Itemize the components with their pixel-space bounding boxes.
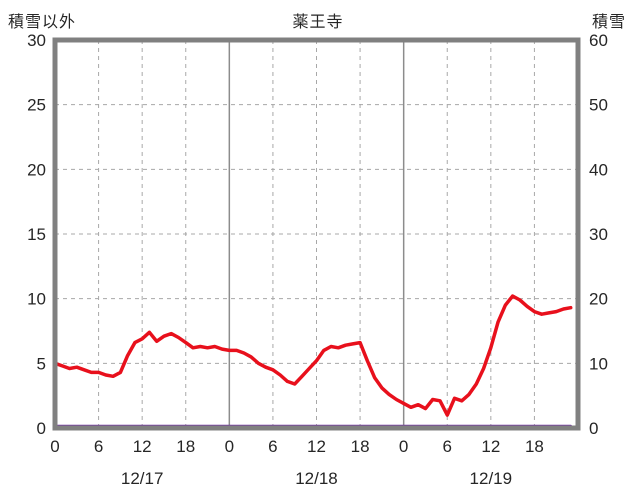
- svg-text:0: 0: [37, 419, 46, 438]
- svg-text:40: 40: [589, 160, 608, 179]
- svg-text:6: 6: [94, 437, 103, 456]
- svg-text:18: 18: [525, 437, 544, 456]
- svg-text:10: 10: [589, 354, 608, 373]
- svg-text:0: 0: [50, 437, 59, 456]
- svg-text:12: 12: [307, 437, 326, 456]
- svg-text:0: 0: [589, 419, 598, 438]
- svg-text:5: 5: [37, 354, 46, 373]
- svg-text:12/17: 12/17: [121, 469, 164, 488]
- svg-text:50: 50: [589, 96, 608, 115]
- svg-text:12/18: 12/18: [295, 469, 338, 488]
- left-axis-label: 積雪以外: [8, 14, 77, 31]
- svg-text:12: 12: [481, 437, 500, 456]
- right-axis-label: 積雪: [591, 14, 626, 31]
- svg-text:6: 6: [268, 437, 277, 456]
- plot-frame: [52, 37, 581, 431]
- svg-text:60: 60: [589, 31, 608, 50]
- svg-text:10: 10: [27, 290, 46, 309]
- svg-text:15: 15: [27, 225, 46, 244]
- svg-text:20: 20: [27, 160, 46, 179]
- svg-text:0: 0: [399, 437, 408, 456]
- svg-text:18: 18: [351, 437, 370, 456]
- chart-title: 薬王寺: [292, 14, 344, 31]
- svg-text:25: 25: [27, 96, 46, 115]
- svg-text:30: 30: [589, 225, 608, 244]
- svg-text:20: 20: [589, 290, 608, 309]
- svg-text:18: 18: [176, 437, 195, 456]
- svg-text:12: 12: [133, 437, 152, 456]
- svg-text:6: 6: [443, 437, 452, 456]
- svg-text:12/19: 12/19: [470, 469, 513, 488]
- series-non-snow-line: [53, 294, 573, 417]
- svg-text:0: 0: [225, 437, 234, 456]
- svg-text:30: 30: [27, 31, 46, 50]
